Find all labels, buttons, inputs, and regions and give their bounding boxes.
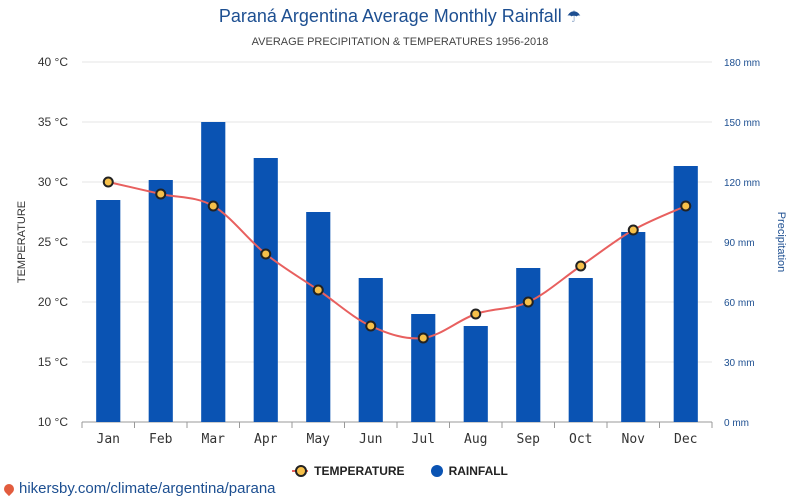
- y-tick-label-left: 15 °C: [38, 355, 68, 369]
- chart-subtitle: AVERAGE PRECIPITATION & TEMPERATURES 195…: [251, 36, 549, 48]
- y-axis-title-left: TEMPERATURE: [16, 201, 28, 283]
- legend-rainfall[interactable]: RAINFALL: [430, 464, 508, 478]
- temperature-point: [312, 284, 324, 296]
- x-tick-label: Jun: [359, 432, 382, 447]
- y-tick-label-right: 60 mm: [724, 298, 755, 309]
- rainfall-bar: [516, 268, 541, 422]
- rainfall-bar: [253, 158, 278, 422]
- y-tick-label-right: 30 mm: [724, 358, 755, 369]
- y-tick-label-left: 25 °C: [38, 235, 68, 249]
- legend-temperature-label: TEMPERATURE: [314, 464, 405, 478]
- y-tick-label-left: 30 °C: [38, 175, 68, 189]
- temperature-point: [365, 320, 377, 332]
- location-pin-icon: [1, 481, 17, 496]
- x-tick-label: Aug: [464, 432, 487, 447]
- rainfall-bar: [463, 326, 488, 422]
- umbrella-icon: ☂: [566, 9, 582, 26]
- legend-temperature[interactable]: TEMPERATURE: [292, 464, 405, 478]
- rainfall-bar: [411, 314, 436, 422]
- y-tick-label-left: 35 °C: [38, 115, 68, 129]
- rainfall-bar: [306, 212, 331, 422]
- x-tick-label: Apr: [254, 432, 278, 447]
- rainfall-bar: [621, 232, 646, 422]
- y-tick-label-left: 40 °C: [38, 55, 68, 69]
- y-tick-label-right: 150 mm: [724, 118, 760, 129]
- y-tick-label-right: 90 mm: [724, 238, 755, 249]
- x-tick-label: Oct: [569, 432, 592, 447]
- temperature-point: [575, 260, 587, 272]
- temperature-line: [108, 181, 687, 340]
- y-axis-title-right: Precipitation: [775, 212, 787, 273]
- temperature-point: [260, 248, 272, 260]
- temperature-point: [102, 176, 114, 188]
- x-tick-label: Mar: [202, 432, 226, 447]
- chart-title-text: Paraná Argentina Average Monthly Rainfal…: [218, 6, 562, 26]
- x-tick-label: Jul: [412, 432, 435, 447]
- temperature-point: [417, 332, 429, 344]
- x-tick-label: Dec: [674, 432, 697, 447]
- temperature-point: [207, 200, 219, 212]
- y-tick-label-right: 0 mm: [724, 418, 749, 429]
- x-tick-label: Feb: [149, 432, 173, 447]
- chart-legend: TEMPERATURE RAINFALL: [0, 464, 800, 478]
- temperature-point: [627, 224, 639, 236]
- rainfall-bar: [96, 200, 121, 422]
- rainfall-bar: [148, 180, 173, 422]
- temperature-legend-icon: [292, 465, 309, 477]
- temperature-point: [155, 188, 167, 200]
- rainfall-bar: [358, 278, 383, 422]
- legend-rainfall-label: RAINFALL: [448, 464, 508, 478]
- y-tick-label-right: 120 mm: [724, 178, 760, 189]
- chart-title: Paraná Argentina Average Monthly Rainfal…: [0, 6, 800, 27]
- temperature-point: [522, 296, 534, 308]
- source-link[interactable]: hikersby.com/climate/argentina/parana: [1, 480, 276, 497]
- rainfall-bar: [568, 278, 593, 422]
- x-tick-label: Sep: [517, 432, 541, 447]
- temperature-point: [470, 308, 482, 320]
- rainfall-bar: [201, 122, 226, 422]
- x-tick-label: May: [307, 432, 331, 447]
- rainfall-legend-icon: [430, 465, 443, 477]
- y-tick-label-left: 20 °C: [38, 295, 68, 309]
- x-tick-label: Jan: [97, 432, 120, 447]
- temperature-point: [680, 200, 692, 212]
- x-tick-label: Nov: [622, 432, 646, 447]
- y-tick-label-left: 10 °C: [38, 415, 68, 429]
- y-tick-label-right: 180 mm: [724, 58, 760, 69]
- source-link-text: hikersby.com/climate/argentina/parana: [19, 480, 276, 497]
